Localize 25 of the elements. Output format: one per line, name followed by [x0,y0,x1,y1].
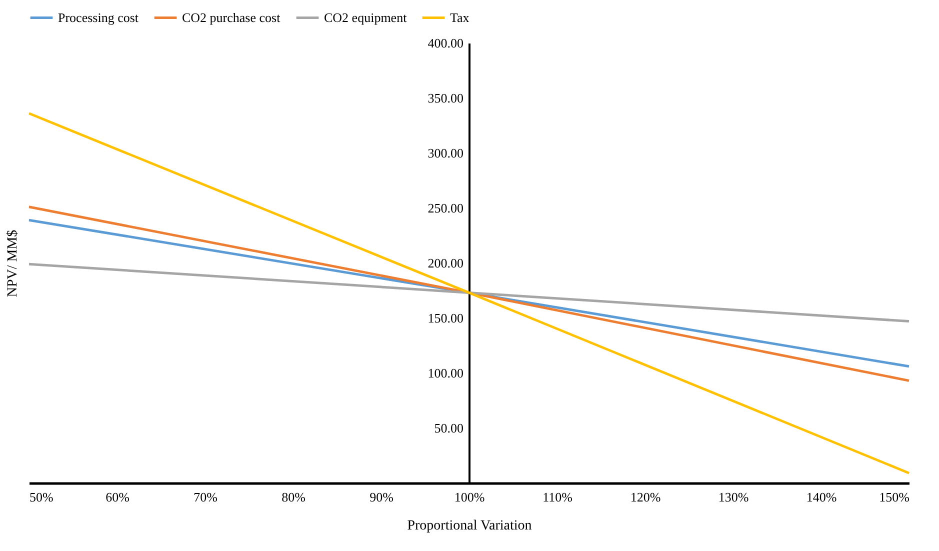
x-tick-label: 140% [806,490,837,504]
y-tick-label: 350.00 [428,90,464,106]
legend-label: Processing cost [58,10,139,25]
legend-label: Tax [450,10,470,25]
y-axis-title: NPV/ MM$ [6,230,20,298]
y-tick-label: 400.00 [428,36,464,50]
x-tick-label: 100% [454,490,485,504]
y-tick-label: 250.00 [428,200,464,216]
x-axis-title: Proportional Variation [407,518,532,534]
y-tick-label: 200.00 [428,256,464,270]
x-tick-label: 150% [879,490,910,504]
x-tick-label: 110% [542,490,573,504]
legend-label: CO2 equipment [324,10,408,25]
y-tick-label: 300.00 [428,146,464,160]
x-tick-label: 80% [282,490,306,504]
y-tick-label: 100.00 [428,366,464,380]
x-tick-label: 130% [718,490,749,504]
x-tick-label: 70% [194,490,218,504]
x-tick-label: 120% [630,490,661,504]
y-tick-label: 150.00 [428,310,464,326]
y-tick-label: 50.00 [434,420,464,436]
x-tick-label: 60% [106,490,130,504]
x-tick-label: 90% [370,490,394,504]
x-tick-label: 50% [30,490,54,504]
legend-label: CO2 purchase cost [182,10,281,25]
